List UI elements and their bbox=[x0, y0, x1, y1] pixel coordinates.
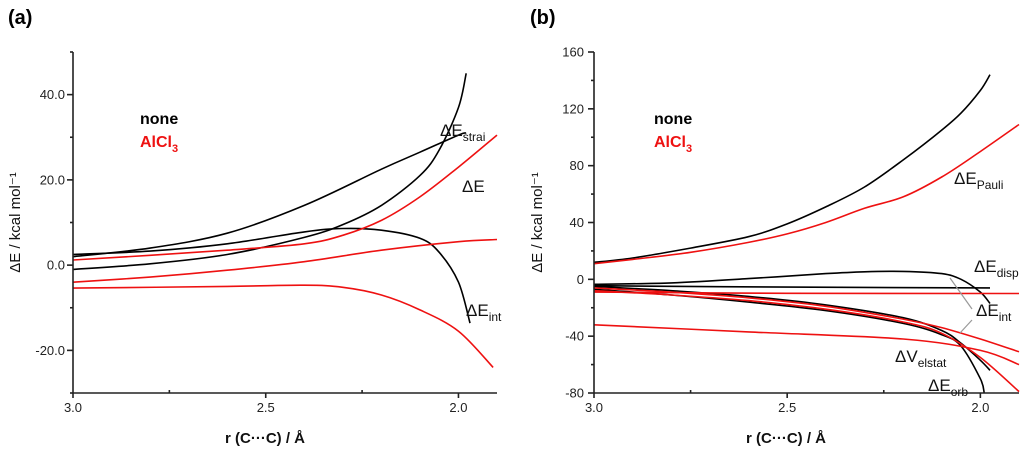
x-tick-label: 2.0 bbox=[449, 400, 467, 415]
curve-label-strain: ΔEstrai bbox=[440, 121, 485, 144]
leader-line bbox=[959, 319, 973, 334]
y-tick-label: 120 bbox=[562, 101, 584, 116]
curve-elstat-none bbox=[593, 285, 991, 371]
curve-int-alcl3 bbox=[72, 284, 494, 368]
curve-orb-alcl3 bbox=[593, 289, 1020, 393]
legend-alcl3-main: AlCl bbox=[654, 134, 686, 151]
curve-label-main: ΔE bbox=[954, 169, 977, 188]
y-tick-label: 80 bbox=[570, 158, 584, 173]
curve-pauli-alcl3 bbox=[593, 123, 1020, 265]
panel-label: (b) bbox=[530, 7, 556, 29]
curve-int-none bbox=[72, 227, 471, 324]
curve-label-main: ΔE bbox=[466, 301, 489, 320]
curve-label-sub: int bbox=[489, 310, 502, 324]
y-tick-label: 20.0 bbox=[40, 172, 65, 187]
leader-line bbox=[949, 277, 973, 310]
x-axis-title: r (C···C) / Å bbox=[225, 430, 305, 447]
curve-label-int: ΔEint bbox=[466, 301, 502, 324]
curve-label-main: ΔV bbox=[895, 347, 918, 366]
y-tick-label: -40 bbox=[565, 329, 584, 344]
curve-label-sub: disp bbox=[997, 266, 1019, 280]
legend-alcl3: AlCl3 bbox=[140, 134, 178, 155]
curve-strain-none bbox=[72, 73, 467, 271]
curve-label-sub: int bbox=[999, 310, 1012, 324]
legend-alcl3-main: AlCl bbox=[140, 134, 172, 151]
legend-alcl3-sub: 3 bbox=[686, 143, 692, 155]
curve-label-disp: ΔEdisp bbox=[974, 257, 1019, 280]
curve-label-sub: orb bbox=[951, 385, 969, 399]
curve-label-main: ΔE bbox=[462, 177, 485, 196]
x-tick-label: 2.5 bbox=[257, 400, 275, 415]
curve-total-alcl3 bbox=[72, 238, 498, 283]
y-tick-label: 0.0 bbox=[47, 258, 65, 273]
panel-label: (a) bbox=[8, 7, 32, 29]
curve-disp-none bbox=[593, 284, 991, 289]
curve-label-main: ΔE bbox=[928, 376, 951, 395]
y-axis-title: ΔE / kcal mol⁻¹ bbox=[7, 172, 24, 272]
curve-elstat-alcl3 bbox=[593, 324, 1020, 366]
curve-label-main: ΔE bbox=[976, 301, 999, 320]
y-tick-label: -80 bbox=[565, 386, 584, 401]
curve-label-int: ΔEint bbox=[976, 301, 1012, 324]
curve-label-main: ΔE bbox=[440, 121, 463, 140]
curve-label-main: ΔE bbox=[974, 257, 997, 276]
y-tick-label: 40 bbox=[570, 215, 584, 230]
x-axis-title: r (C···C) / Å bbox=[746, 430, 826, 447]
y-axis-title: ΔE / kcal mol⁻¹ bbox=[529, 172, 546, 272]
x-tick-label: 2.0 bbox=[971, 400, 989, 415]
curve-label-elstat: ΔVelstat bbox=[895, 347, 947, 370]
curve-int-alcl3 bbox=[593, 287, 1020, 353]
legend-none: none bbox=[654, 111, 692, 128]
curve-label-orb: ΔEorb bbox=[928, 376, 968, 399]
x-tick-label: 3.0 bbox=[64, 400, 82, 415]
x-tick-label: 3.0 bbox=[585, 400, 603, 415]
curve-label-pauli: ΔEPauli bbox=[954, 169, 1003, 192]
x-tick-label: 2.5 bbox=[778, 400, 796, 415]
y-tick-label: 0 bbox=[577, 272, 584, 287]
legend-none: none bbox=[140, 111, 178, 128]
curve-label-sub: Pauli bbox=[977, 178, 1004, 192]
y-tick-label: 160 bbox=[562, 45, 584, 60]
y-tick-label: -20.0 bbox=[35, 343, 65, 358]
curve-strain-alcl3 bbox=[72, 134, 498, 261]
legend-alcl3-sub: 3 bbox=[172, 143, 178, 155]
curve-int-none bbox=[593, 270, 991, 305]
panel-a: (a) -20.0 0.0 20.0 40.0 3.0 2.5 2.0 r (C···C) / … bbox=[7, 7, 502, 447]
curve-pauli-none bbox=[593, 74, 991, 264]
y-tick-label: 40.0 bbox=[40, 87, 65, 102]
curve-label-total: ΔE bbox=[462, 177, 485, 196]
panel-b: (b) -80 -40 0 40 80 120 160 3.0 2.5 2.0 r (C···C) /… bbox=[529, 7, 1020, 447]
legend-alcl3: AlCl3 bbox=[654, 134, 692, 155]
curve-label-sub: elstat bbox=[918, 356, 947, 370]
curve-disp-alcl3 bbox=[593, 291, 1020, 295]
curve-total-none bbox=[72, 132, 467, 258]
curve-label-sub: strai bbox=[463, 130, 486, 144]
